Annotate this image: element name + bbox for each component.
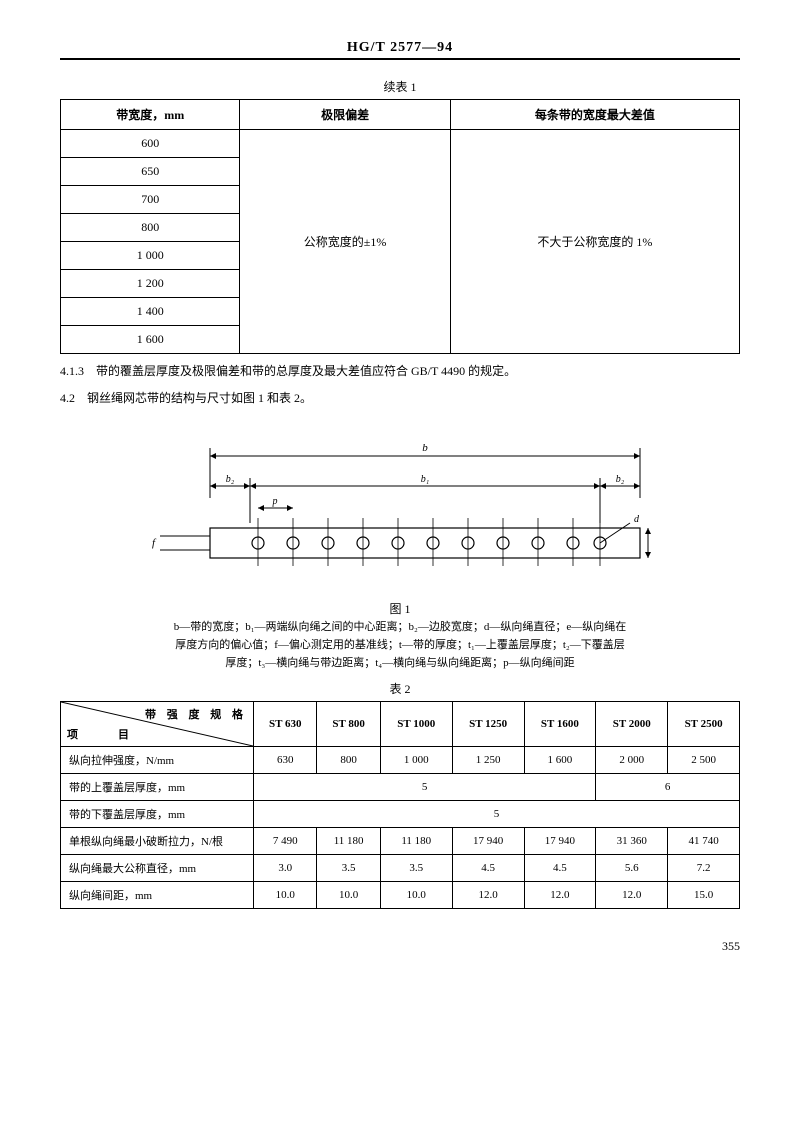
t2-cell-4-5: 5.6 [596, 855, 668, 882]
t1-width-6: 1 400 [61, 298, 240, 326]
t2-cell-5-1: 10.0 [317, 882, 380, 909]
t2-cell-5-3: 12.0 [452, 882, 524, 909]
t1-width-2: 700 [61, 186, 240, 214]
t2-cell-0-1: 800 [317, 747, 380, 774]
t2-cell-4-2: 3.5 [380, 855, 452, 882]
para-413: 4.1.3 带的覆盖层厚度及极限偏差和带的总厚度及最大差值应符合 GB/T 44… [60, 362, 740, 381]
t2-col-6: ST 2500 [668, 702, 740, 747]
standard-header: HG/T 2577—94 [60, 40, 740, 60]
svg-text:b₂: b₂ [616, 474, 625, 485]
t2-cell-4-6: 7.2 [668, 855, 740, 882]
t2-merged-1-0: 5 [254, 774, 596, 801]
t1-h2: 每条带的宽度最大差值 [450, 100, 739, 130]
t1-h1: 极限偏差 [240, 100, 450, 130]
figure1-desc: b—带的宽度；b₁—两端纵向绳之间的中心距离；b₂—边胶宽度；d—纵向绳直径；e… [100, 619, 700, 672]
t2-cell-3-4: 17 940 [524, 828, 596, 855]
t2-cell-3-3: 17 940 [452, 828, 524, 855]
t2-cell-5-4: 12.0 [524, 882, 596, 909]
t2-merged-2-0: 5 [254, 801, 740, 828]
t2-row-label-1: 带的上覆盖层厚度，mm [61, 774, 254, 801]
t2-col-2: ST 1000 [380, 702, 452, 747]
table1: 带宽度，mm 极限偏差 每条带的宽度最大差值 600公称宽度的±1%不大于公称宽… [60, 99, 740, 354]
table2: 带 强 度 规 格 项 目 ST 630 ST 800 ST 1000 ST 1… [60, 701, 740, 909]
t2-cell-0-4: 1 600 [524, 747, 596, 774]
t2-diag-bot: 项 目 [67, 726, 135, 742]
t2-cell-0-3: 1 250 [452, 747, 524, 774]
svg-text:f: f [152, 537, 157, 549]
t2-cell-5-0: 10.0 [254, 882, 317, 909]
para-42: 4.2 钢丝绳网芯带的结构与尺寸如图 1 和表 2。 [60, 389, 740, 408]
t2-merged-1-1: 6 [596, 774, 740, 801]
svg-text:b₂: b₂ [226, 474, 235, 485]
figure1: b b₂ b₁ b₂ p f d [60, 438, 740, 592]
t2-row-label-4: 纵向绳最大公称直径，mm [61, 855, 254, 882]
t1-tolerance: 公称宽度的±1% [240, 130, 450, 354]
t2-cell-0-6: 2 500 [668, 747, 740, 774]
t2-diag-top: 带 强 度 规 格 [145, 706, 247, 722]
t2-row-label-2: 带的下覆盖层厚度，mm [61, 801, 254, 828]
t2-cell-4-4: 4.5 [524, 855, 596, 882]
fig-desc-2: 厚度方向的偏心值；f—偏心测定用的基准线；t—带的厚度；t₁—上覆盖层厚度；t₂… [175, 639, 625, 651]
t1-width-1: 650 [61, 158, 240, 186]
t2-col-1: ST 800 [317, 702, 380, 747]
t1-width-0: 600 [61, 130, 240, 158]
t1-width-3: 800 [61, 214, 240, 242]
t2-cell-5-6: 15.0 [668, 882, 740, 909]
t2-col-0: ST 630 [254, 702, 317, 747]
t2-col-3: ST 1250 [452, 702, 524, 747]
t2-cell-4-3: 4.5 [452, 855, 524, 882]
t2-col-4: ST 1600 [524, 702, 596, 747]
figure1-caption: 图 1 [60, 600, 740, 617]
t2-row-label-3: 单根纵向绳最小破断拉力，N/根 [61, 828, 254, 855]
t2-cell-4-0: 3.0 [254, 855, 317, 882]
t1-maxdiff: 不大于公称宽度的 1% [450, 130, 739, 354]
t1-width-4: 1 000 [61, 242, 240, 270]
t2-cell-0-0: 630 [254, 747, 317, 774]
svg-text:b₁: b₁ [421, 474, 429, 485]
table1-caption: 续表 1 [60, 78, 740, 95]
t2-cell-3-1: 11 180 [317, 828, 380, 855]
svg-text:d: d [634, 514, 640, 525]
table2-caption: 表 2 [60, 680, 740, 697]
t2-diag-header: 带 强 度 规 格 项 目 [61, 702, 254, 747]
svg-text:b: b [422, 442, 428, 454]
t2-cell-4-1: 3.5 [317, 855, 380, 882]
page-number: 355 [60, 939, 740, 954]
t2-cell-0-2: 1 000 [380, 747, 452, 774]
t2-cell-5-5: 12.0 [596, 882, 668, 909]
t1-width-7: 1 600 [61, 326, 240, 354]
fig-desc-3: 厚度；t₃—横向绳与带边距离；t₄—横向绳与纵向绳距离；p—纵向绳间距 [225, 657, 574, 669]
svg-text:p: p [272, 496, 278, 507]
t2-cell-0-5: 2 000 [596, 747, 668, 774]
t1-h0: 带宽度，mm [61, 100, 240, 130]
t2-cell-3-5: 31 360 [596, 828, 668, 855]
t2-cell-3-0: 7 490 [254, 828, 317, 855]
t2-row-label-0: 纵向拉伸强度，N/mm [61, 747, 254, 774]
t2-cell-3-2: 11 180 [380, 828, 452, 855]
t2-col-5: ST 2000 [596, 702, 668, 747]
t2-row-label-5: 纵向绳间距，mm [61, 882, 254, 909]
figure1-svg: b b₂ b₁ b₂ p f d [140, 438, 660, 588]
t1-width-5: 1 200 [61, 270, 240, 298]
t2-cell-3-6: 41 740 [668, 828, 740, 855]
fig-desc-1: b—带的宽度；b₁—两端纵向绳之间的中心距离；b₂—边胶宽度；d—纵向绳直径；e… [174, 621, 627, 633]
t2-cell-5-2: 10.0 [380, 882, 452, 909]
